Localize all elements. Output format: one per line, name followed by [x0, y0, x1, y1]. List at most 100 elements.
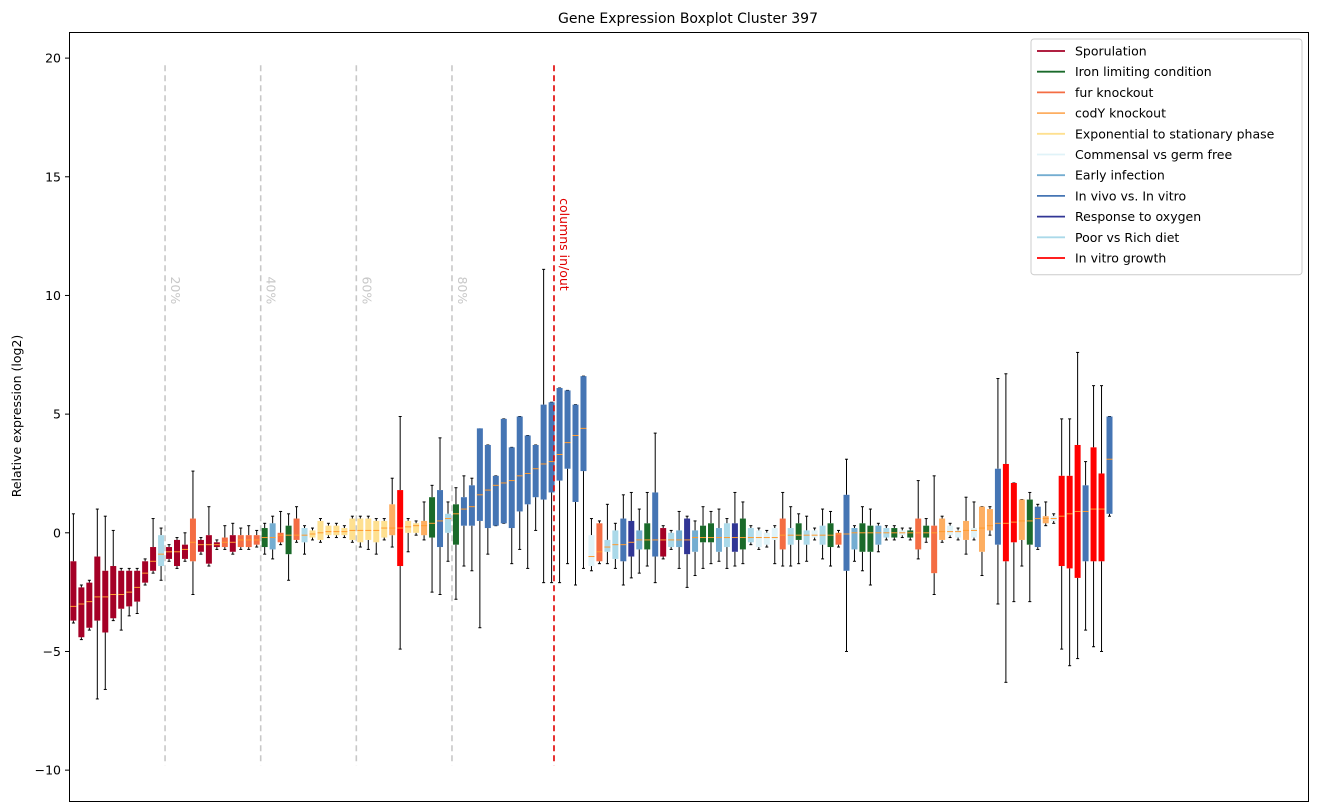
box-body: [78, 587, 85, 638]
divider-layer: columns in/out: [553, 65, 572, 766]
box-body: [166, 547, 173, 559]
box-96: [835, 529, 842, 548]
box-5: [110, 529, 117, 622]
y-tick-label: −10: [35, 763, 61, 778]
box-body: [676, 530, 683, 548]
divider-label: columns in/out: [557, 198, 572, 291]
box-100: [867, 508, 874, 586]
box-45: [429, 484, 436, 593]
box-body: [421, 520, 428, 536]
box-body: [245, 535, 252, 548]
box-126: [1074, 351, 1081, 660]
box-body: [779, 518, 786, 550]
box-46: [437, 437, 444, 596]
box-body: [1106, 416, 1113, 514]
box-13: [174, 537, 181, 569]
percentile-marker-label: 40%: [264, 276, 279, 304]
box-body: [588, 535, 595, 567]
box-body: [118, 570, 125, 609]
box-body: [70, 561, 77, 621]
box-43: [413, 520, 420, 536]
box-102: [883, 525, 890, 541]
box-61: [556, 387, 563, 584]
box-88: [771, 525, 778, 565]
box-body: [142, 561, 149, 583]
box-body: [763, 532, 770, 545]
box-12: [166, 544, 173, 562]
box-48: [452, 487, 459, 600]
box-body: [126, 570, 133, 607]
legend-label: In vivo vs. In vitro: [1075, 188, 1186, 203]
box-63: [572, 404, 579, 586]
box-87: [763, 529, 770, 548]
box-8: [134, 567, 141, 614]
legend-label: In vitro growth: [1075, 251, 1166, 266]
box-121: [1034, 503, 1041, 550]
box-51: [476, 428, 483, 629]
legend-item: fur knockout: [1037, 85, 1153, 100]
box-body: [1002, 463, 1009, 562]
box-body: [277, 532, 284, 543]
y-tick-label: 0: [53, 525, 61, 540]
legend-item: In vivo vs. In vitro: [1037, 188, 1186, 203]
box-body: [532, 444, 539, 498]
box-body: [915, 518, 922, 550]
box-59: [540, 268, 547, 584]
box-39: [381, 518, 388, 541]
box-body: [955, 530, 962, 538]
box-29: [301, 525, 308, 555]
box-67: [604, 503, 611, 565]
box-55: [508, 446, 515, 565]
box-body: [1058, 475, 1065, 567]
box-83: [731, 491, 738, 567]
box-37: [365, 515, 372, 550]
box-body: [174, 539, 181, 567]
box-body: [229, 535, 236, 552]
legend-item: In vitro growth: [1037, 251, 1166, 266]
box-body: [580, 376, 587, 472]
box-9: [142, 558, 149, 586]
box-body: [907, 530, 914, 538]
box-18: [213, 539, 220, 550]
box-74: [660, 525, 667, 560]
box-body: [851, 528, 858, 550]
box-105: [907, 527, 914, 541]
box-94: [819, 508, 826, 560]
box-body: [452, 504, 459, 545]
legend-item: Commensal vs germ free: [1037, 147, 1232, 162]
box-86: [755, 527, 762, 550]
box-19: [221, 525, 228, 550]
box-123: [1050, 513, 1057, 524]
box-65: [588, 518, 595, 572]
chart-title: Gene Expression Boxplot Cluster 397: [558, 11, 818, 27]
box-body: [181, 544, 188, 559]
box-92: [803, 515, 810, 562]
box-body: [708, 523, 714, 543]
legend-item: Sporulation: [1037, 44, 1147, 59]
plot-frame: [69, 32, 1309, 802]
box-body: [197, 539, 204, 552]
box-75: [668, 529, 675, 550]
legend-item: Response to oxygen: [1037, 209, 1201, 224]
box-31: [317, 518, 324, 543]
box-17: [205, 506, 212, 567]
box-body: [94, 556, 101, 621]
box-body: [978, 506, 985, 552]
legend-label: Iron limiting condition: [1075, 64, 1212, 79]
box-body: [540, 404, 547, 500]
box-15: [189, 470, 196, 596]
box-109: [939, 515, 946, 543]
box-78: [692, 520, 699, 577]
box-27: [285, 513, 292, 581]
box-81: [715, 508, 722, 562]
box-body: [150, 547, 157, 571]
legend-label: Exponential to stationary phase: [1075, 126, 1275, 141]
box-28: [293, 506, 300, 543]
legend: Sporulation Iron limiting condition fur kn…: [1030, 38, 1303, 276]
box-40: [389, 477, 396, 548]
box-body: [859, 523, 866, 552]
box-120: [1026, 491, 1033, 603]
box-125: [1066, 418, 1073, 667]
box-0: [70, 513, 77, 624]
box-129: [1098, 385, 1105, 652]
